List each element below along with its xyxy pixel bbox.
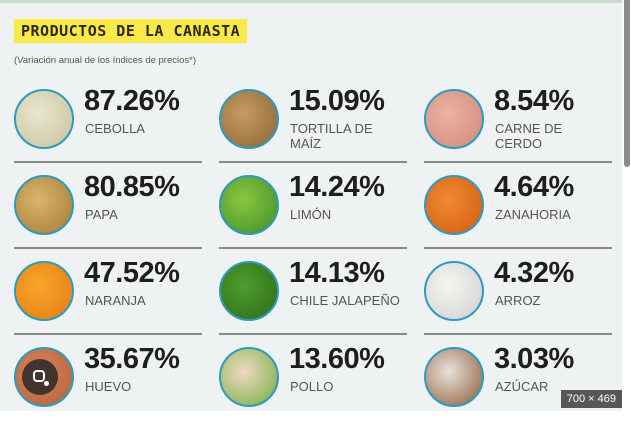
infographic-title: PRODUCTOS DE LA CANASTA [14, 19, 248, 43]
product-card: 13.60% POLLO [205, 341, 410, 423]
product-photo [424, 175, 484, 235]
product-card: 14.24% LIMÓN [205, 169, 410, 251]
product-percentage: 8.54% [494, 85, 574, 117]
product-name: ARROZ [495, 293, 541, 308]
lens-search-button[interactable] [22, 359, 58, 395]
product-card: 80.85% PAPA [0, 169, 205, 251]
product-percentage: 14.13% [289, 257, 385, 289]
divider [14, 333, 202, 335]
product-name: CEBOLLA [85, 121, 145, 136]
divider [424, 161, 612, 163]
product-card: 14.13% CHILE JALAPEÑO [205, 255, 410, 337]
divider [219, 333, 407, 335]
product-card: 8.54% CARNE DE CERDO [410, 83, 615, 165]
product-percentage: 35.67% [84, 343, 180, 375]
divider [424, 333, 612, 335]
product-percentage: 47.52% [84, 257, 180, 289]
product-photo [14, 261, 74, 321]
product-card: 3.03% AZÚCAR [410, 341, 615, 423]
product-name: POLLO [290, 379, 334, 394]
product-percentage: 4.32% [494, 257, 574, 289]
lens-dot [44, 381, 49, 386]
product-percentage: 80.85% [84, 171, 180, 203]
product-percentage: 14.24% [289, 171, 385, 203]
product-percentage: 87.26% [84, 85, 180, 117]
product-photo [219, 261, 279, 321]
product-photo [424, 261, 484, 321]
product-photo [219, 89, 279, 149]
product-card: 4.32% ARROZ [410, 255, 615, 337]
product-photo [14, 175, 74, 235]
scrollbar[interactable] [622, 0, 631, 411]
divider [424, 247, 612, 249]
product-card: 15.09% TORTILLA DE MAÍZ [205, 83, 410, 165]
product-name: TORTILLA DE MAÍZ [290, 121, 373, 151]
product-card: 4.64% ZANAHORIA [410, 169, 615, 251]
product-name: HUEVO [85, 379, 132, 394]
lens-icon [33, 370, 45, 382]
product-name: PAPA [85, 207, 118, 222]
product-photo [219, 175, 279, 235]
scrollbar-thumb[interactable] [624, 0, 630, 167]
divider [14, 161, 202, 163]
product-photo [424, 89, 484, 149]
divider [219, 161, 407, 163]
product-photo [219, 347, 279, 407]
product-name: ZANAHORIA [495, 207, 571, 222]
product-card: 47.52% NARANJA [0, 255, 205, 337]
product-percentage: 13.60% [289, 343, 385, 375]
product-photo [424, 347, 484, 407]
product-name: NARANJA [85, 293, 146, 308]
product-percentage: 3.03% [494, 343, 574, 375]
product-photo [14, 89, 74, 149]
product-name: AZÚCAR [495, 379, 549, 394]
product-percentage: 15.09% [289, 85, 385, 117]
product-card: 87.26% CEBOLLA [0, 83, 205, 165]
product-percentage: 4.64% [494, 171, 574, 203]
product-name: CARNE DE CERDO [495, 121, 563, 151]
product-name: LIMÓN [290, 207, 332, 222]
infographic: PRODUCTOS DE LA CANASTA (Variación anual… [0, 0, 622, 411]
infographic-subtitle: (Variación anual de los índices de preci… [14, 55, 197, 66]
image-size-badge: 700 × 469 [560, 390, 622, 408]
divider [14, 247, 202, 249]
divider [219, 247, 407, 249]
product-name: CHILE JALAPEÑO [290, 293, 400, 308]
